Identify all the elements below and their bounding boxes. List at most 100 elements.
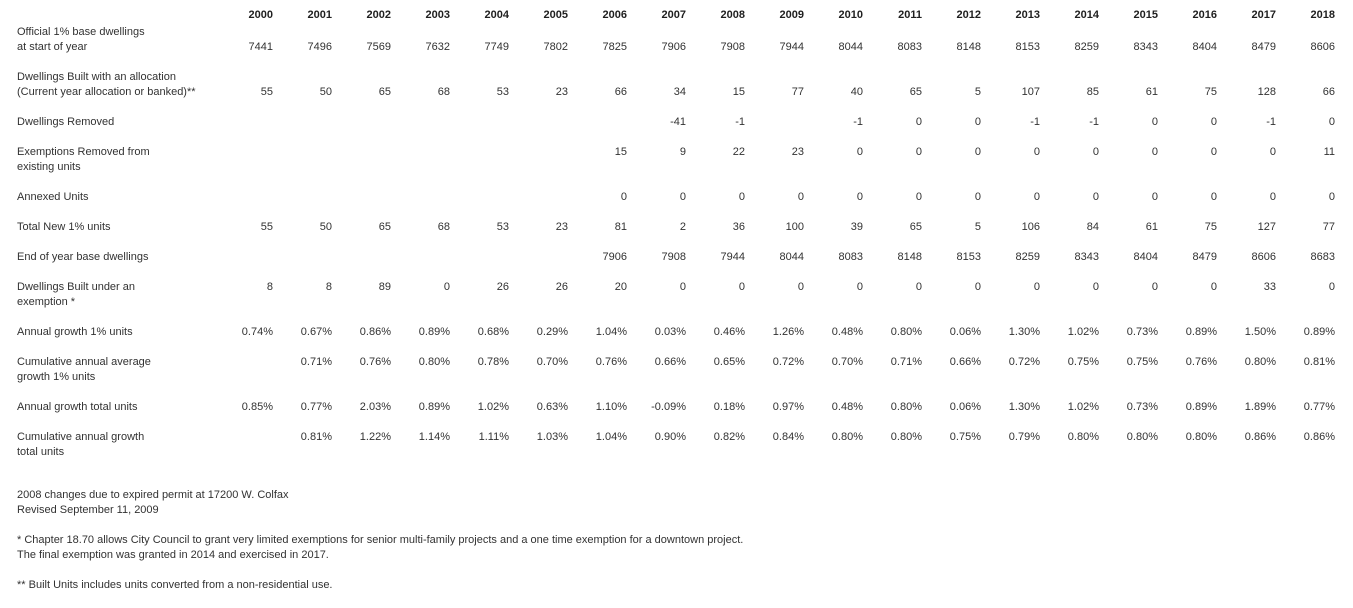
value-cell: 0 bbox=[1210, 281, 1217, 293]
value-cell bbox=[450, 190, 509, 220]
row-label-line: Cumulative annual average bbox=[17, 356, 151, 368]
value-cell: 106 bbox=[1021, 221, 1040, 233]
value-cell: 0.85% bbox=[241, 401, 273, 413]
value-cell: 61 bbox=[1145, 221, 1158, 233]
row-label-line: existing units bbox=[17, 161, 81, 173]
value-cell: 0.72% bbox=[1008, 356, 1040, 368]
value-cell: 23 bbox=[555, 221, 568, 233]
value-cell: 75 bbox=[1204, 221, 1217, 233]
value-cell: 0 bbox=[915, 281, 922, 293]
value-cell: 0 bbox=[797, 191, 804, 203]
value-cell: 0.06% bbox=[949, 401, 981, 413]
value-cell: -1 bbox=[1266, 116, 1276, 128]
value-cell: 8479 bbox=[1192, 251, 1217, 263]
value-cell: 0 bbox=[679, 281, 686, 293]
year-header: 2002 bbox=[366, 9, 391, 21]
value-cell: 65 bbox=[909, 221, 922, 233]
value-cell: 0.66% bbox=[949, 356, 981, 368]
value-cell: 5 bbox=[974, 221, 981, 233]
value-cell: 55 bbox=[260, 86, 273, 98]
footnote-line: ** Built Units includes units converted … bbox=[17, 579, 333, 591]
row-label-line: exemption * bbox=[17, 296, 76, 308]
value-cell: 1.10% bbox=[595, 401, 627, 413]
value-cell bbox=[273, 145, 332, 190]
value-cell: 0.80% bbox=[1067, 431, 1099, 443]
value-cell: 15 bbox=[732, 86, 745, 98]
value-cell: 8606 bbox=[1310, 41, 1335, 53]
value-cell: 89 bbox=[378, 281, 391, 293]
value-cell: 0 bbox=[1328, 116, 1335, 128]
value-cell: 8404 bbox=[1133, 251, 1158, 263]
year-header: 2016 bbox=[1192, 9, 1217, 21]
value-cell: 0 bbox=[856, 281, 863, 293]
value-cell: 0.84% bbox=[772, 431, 804, 443]
value-cell: 0 bbox=[1210, 116, 1217, 128]
row-label-line: (Current year allocation or banked)** bbox=[17, 86, 196, 98]
row-label: Dwellings Built under an exemption * bbox=[17, 280, 214, 325]
value-cell: 7944 bbox=[720, 251, 745, 263]
value-cell: 9 bbox=[679, 146, 686, 158]
value-cell bbox=[391, 115, 450, 145]
row-label-line: growth 1% units bbox=[17, 371, 96, 383]
year-header: 2005 bbox=[543, 9, 568, 21]
value-cell: 0 bbox=[974, 146, 981, 158]
value-cell: 128 bbox=[1257, 86, 1276, 98]
value-cell: 8148 bbox=[956, 41, 981, 53]
value-cell: 0.86% bbox=[1244, 431, 1276, 443]
table-row: Dwellings Built under an exemption * 8 8 89 0… bbox=[17, 280, 1335, 325]
value-cell: 0.63% bbox=[536, 401, 568, 413]
table-row: End of year base dwellings 7906 7908 7944 80… bbox=[17, 250, 1335, 280]
table-row: Exemptions Removed from existing units 15 9… bbox=[17, 145, 1335, 190]
value-cell: 0.76% bbox=[595, 356, 627, 368]
value-cell: 0 bbox=[738, 191, 745, 203]
value-cell: 26 bbox=[496, 281, 509, 293]
row-label-line: End of year base dwellings bbox=[17, 251, 149, 263]
value-cell bbox=[214, 190, 273, 220]
row-label-line: Total New 1% units bbox=[17, 221, 111, 233]
value-cell: 7749 bbox=[484, 41, 509, 53]
value-cell: 23 bbox=[791, 146, 804, 158]
value-cell: 8479 bbox=[1251, 41, 1276, 53]
year-header: 2012 bbox=[956, 9, 981, 21]
table-row: Dwellings Built with an allocation (Curre… bbox=[17, 70, 1335, 115]
value-cell: 68 bbox=[437, 221, 450, 233]
row-label-line: Official 1% base dwellings bbox=[17, 26, 145, 38]
table-row: Cumulative annual growth total units 0.81%… bbox=[17, 430, 1335, 475]
dwellings-growth-table: 2000 2001 2002 2003 2004 2005 2006 2007 2008 2009… bbox=[17, 0, 1335, 475]
value-cell: -1 bbox=[1030, 116, 1040, 128]
value-cell: 23 bbox=[555, 86, 568, 98]
value-cell: 0.73% bbox=[1126, 401, 1158, 413]
row-label: Cumulative annual growth total units bbox=[17, 430, 214, 475]
footnotes: 2008 changes due to expired permit at 17… bbox=[17, 488, 1353, 593]
value-cell: 8044 bbox=[779, 251, 804, 263]
value-cell: 0.66% bbox=[654, 356, 686, 368]
table-row: Annexed Units 0 0 0 0 0 0 0 0 0 0 0 0 0 bbox=[17, 190, 1335, 220]
footnote-line: Revised September 11, 2009 bbox=[17, 504, 159, 516]
value-cell bbox=[450, 145, 509, 190]
value-cell: 0 bbox=[1328, 281, 1335, 293]
value-cell: 2 bbox=[679, 221, 686, 233]
value-cell: 33 bbox=[1263, 281, 1276, 293]
value-cell: 77 bbox=[791, 86, 804, 98]
value-cell: 66 bbox=[614, 86, 627, 98]
table-row: Cumulative annual average growth 1% units… bbox=[17, 355, 1335, 400]
row-label-line: Annual growth total units bbox=[17, 401, 138, 413]
value-cell: 0.90% bbox=[654, 431, 686, 443]
value-cell: 8044 bbox=[838, 41, 863, 53]
value-cell: 1.11% bbox=[478, 431, 509, 443]
value-cell: 8083 bbox=[897, 41, 922, 53]
value-cell: 1.02% bbox=[477, 401, 509, 413]
value-cell: 0.89% bbox=[1185, 401, 1217, 413]
table-row: Official 1% base dwellings at start of ye… bbox=[17, 25, 1335, 70]
value-cell: 1.02% bbox=[1067, 401, 1099, 413]
value-cell: 0.89% bbox=[1303, 326, 1335, 338]
value-cell: 0 bbox=[974, 281, 981, 293]
value-cell: 0 bbox=[915, 146, 922, 158]
value-cell: -41 bbox=[670, 116, 686, 128]
year-header: 2013 bbox=[1015, 9, 1040, 21]
value-cell: 1.50% bbox=[1244, 326, 1276, 338]
value-cell: 0.80% bbox=[890, 326, 922, 338]
value-cell: 15 bbox=[614, 146, 627, 158]
value-cell: 0.80% bbox=[1244, 356, 1276, 368]
